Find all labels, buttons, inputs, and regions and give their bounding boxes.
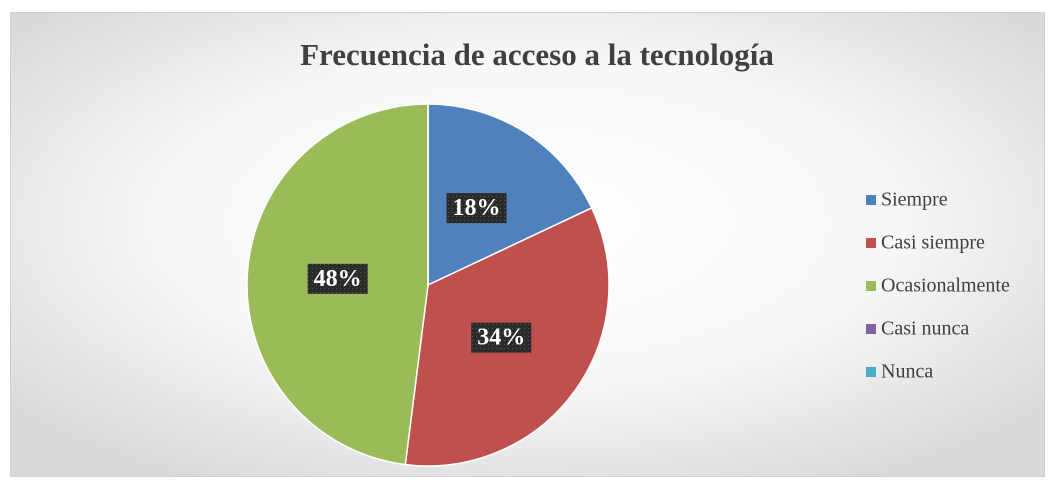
legend-swatch: [866, 195, 876, 205]
legend-label: Casi siempre: [881, 232, 985, 254]
data-label-box: [307, 263, 368, 294]
data-label: 34%: [477, 325, 525, 351]
legend-swatch: [866, 281, 876, 291]
legend-label: Casi nunca: [881, 318, 969, 340]
pie-slice: [427, 103, 593, 287]
chart-title: Frecuencia de acceso a la tecnología: [300, 37, 774, 72]
legend-swatch: [866, 324, 876, 334]
data-label: 48%: [314, 266, 362, 292]
legend-label: Siempre: [881, 189, 948, 211]
legend-label: Ocasionalmente: [881, 275, 1010, 297]
legend-swatch: [866, 367, 876, 377]
data-label-box: [471, 322, 532, 353]
data-label-box: [446, 193, 507, 224]
data-label: 18%: [452, 195, 500, 221]
legend-swatch: [866, 238, 876, 248]
legend-label: Nunca: [881, 361, 933, 383]
